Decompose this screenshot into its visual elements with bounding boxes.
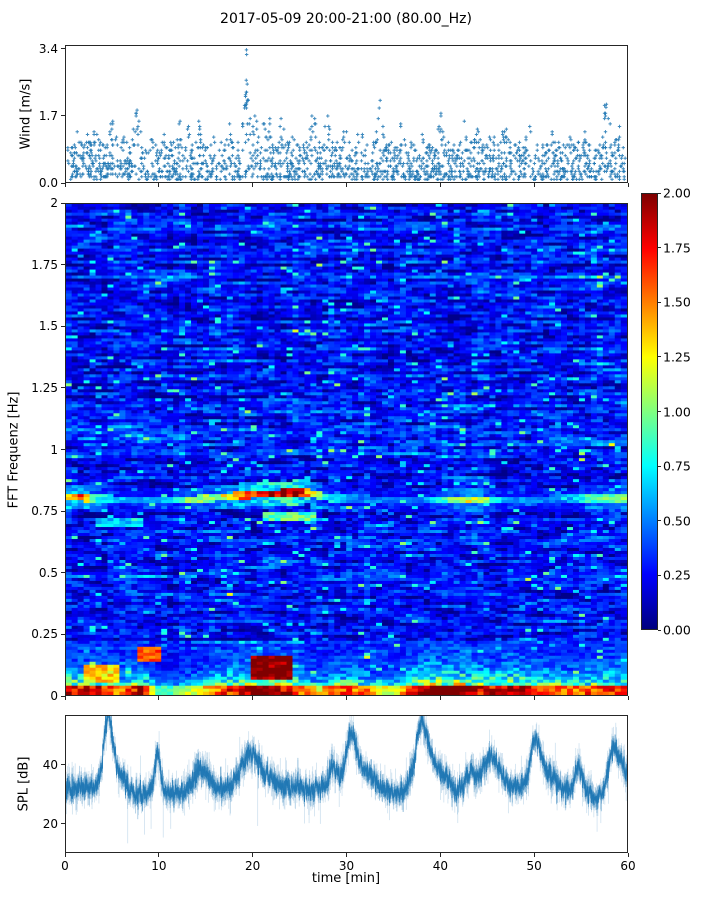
spl-x-tick: [627, 853, 629, 857]
spl-x-tick: [439, 853, 441, 857]
wind-scatter-panel: [65, 45, 628, 183]
colorbar-tick-label: 0.50: [663, 513, 691, 529]
spectrogram-canvas: [66, 204, 627, 695]
spl-x-tick-label: 40: [432, 859, 448, 873]
spectrogram-x-tick: [627, 696, 629, 700]
spl-x-tick: [533, 853, 535, 857]
spectrogram-y-tick-label: 1.25: [31, 380, 58, 395]
spectrogram-x-tick: [64, 696, 66, 700]
spectrogram-y-tick-label: 1.5: [38, 319, 58, 334]
wind-y-tick-label: 0.0: [38, 176, 58, 190]
spl-x-tick-label: 0: [61, 859, 69, 873]
colorbar-canvas: [642, 194, 657, 629]
spectrogram-y-tick: [61, 264, 65, 266]
spl-x-tick: [158, 853, 160, 857]
wind-scatter-canvas: [66, 46, 627, 182]
spectrogram-y-tick-label: 1.75: [31, 257, 58, 272]
spectrogram-y-tick: [61, 387, 65, 389]
wind-y-axis-label: Wind [m/s]: [18, 78, 34, 150]
spectrogram-x-tick: [346, 696, 347, 700]
spectrogram-y-tick: [61, 695, 65, 697]
spectrogram-y-tick: [61, 510, 65, 512]
wind-x-tick: [627, 183, 629, 187]
spl-x-tick-label: 50: [526, 859, 542, 873]
spl-y-tick-label: 40: [42, 757, 58, 772]
colorbar-tick-label: 0.00: [663, 622, 691, 638]
colorbar-tick-label: 2.00: [663, 185, 691, 201]
spl-y-tick: [61, 764, 65, 766]
spectrogram-y-tick-label: 0.5: [38, 565, 58, 580]
colorbar-tick: [658, 465, 661, 467]
colorbar-tick-label: 1.50: [663, 294, 691, 310]
spectrogram-panel: [65, 203, 628, 696]
colorbar-tick-label: 0.25: [663, 567, 691, 583]
colorbar-tick: [658, 411, 661, 412]
spl-x-tick-label: 10: [151, 859, 167, 873]
spl-y-tick: [61, 823, 65, 825]
spectrogram-y-tick-label: 2: [50, 196, 58, 210]
wind-y-tick: [61, 115, 65, 117]
spectrogram-x-tick: [439, 696, 441, 700]
colorbar-tick-label: 1.75: [663, 240, 691, 256]
spl-x-tick: [252, 853, 254, 857]
wind-x-tick: [252, 183, 254, 187]
colorbar-tick: [658, 356, 661, 358]
x-axis-label: time [min]: [311, 871, 381, 886]
spl-y-tick-label: 20: [42, 816, 58, 831]
wind-x-tick: [346, 183, 347, 187]
colorbar-tick: [658, 247, 661, 249]
colorbar-tick: [658, 192, 661, 194]
spl-x-tick: [64, 853, 66, 857]
spectrogram-y-tick-label: 1: [50, 442, 58, 457]
colorbar-tick: [658, 574, 661, 576]
wind-y-tick: [61, 182, 65, 184]
spl-x-tick-label: 60: [620, 859, 636, 873]
spectrogram-y-tick: [61, 449, 65, 450]
colorbar-tick-label: 1.00: [663, 404, 691, 419]
spectrogram-y-tick: [61, 202, 65, 204]
spectrogram-y-tick: [61, 572, 65, 574]
wind-y-tick-label: 3.4: [38, 41, 58, 56]
wind-x-tick: [64, 183, 66, 187]
spectrogram-x-tick: [533, 696, 535, 700]
spectrogram-y-tick-label: 0.25: [31, 627, 58, 642]
spectrogram-y-axis-label: FFT Frequenz [Hz]: [6, 391, 22, 509]
spectrogram-y-tick: [61, 633, 65, 635]
figure-title: 2017-05-09 20:00-21:00 (80.00_Hz): [220, 11, 472, 27]
spl-y-axis-label: SPL [dB]: [16, 756, 32, 812]
wind-y-tick-label: 1.7: [38, 108, 58, 123]
spectrogram-y-tick: [61, 325, 65, 327]
spl-line-canvas: [66, 716, 627, 852]
spl-x-tick-label: 30: [338, 859, 355, 873]
wind-x-tick: [439, 183, 441, 187]
spl-x-tick-label: 20: [245, 859, 261, 873]
colorbar: [641, 193, 658, 630]
colorbar-tick-label: 0.75: [663, 458, 691, 474]
colorbar-tick: [658, 301, 661, 303]
colorbar-tick-label: 1.25: [663, 349, 691, 365]
spectrogram-y-tick-label: 0: [50, 689, 58, 703]
spl-line-panel: [65, 715, 628, 853]
spectrogram-x-tick: [252, 696, 254, 700]
colorbar-tick: [658, 629, 661, 631]
spl-x-tick: [346, 853, 347, 857]
colorbar-tick: [658, 520, 661, 522]
wind-x-tick: [158, 183, 160, 187]
wind-y-tick: [61, 48, 65, 50]
wind-x-tick: [533, 183, 535, 187]
spectrogram-y-tick-label: 0.75: [31, 504, 58, 519]
spectrogram-x-tick: [158, 696, 160, 700]
